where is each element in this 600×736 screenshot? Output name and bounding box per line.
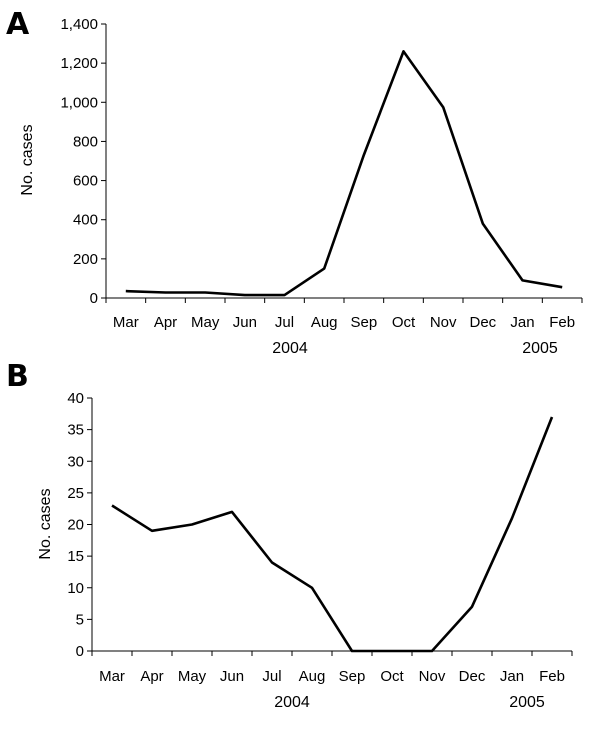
panel-b-y-tick-label: 30 <box>67 453 84 470</box>
panel-b-x-tick-label: Jan <box>500 668 524 685</box>
panel-a-chart: A No. cases 0 200 400 600 800 1,000 1,200 1,400… <box>6 7 583 357</box>
panel-a-y-axis-title: No. cases <box>19 124 36 195</box>
panel-b-x-tick-label: May <box>178 668 207 685</box>
panel-a-y-tick-label: 1,200 <box>60 55 98 72</box>
panel-b-y-tick-label: 40 <box>67 390 84 407</box>
panel-b-y-axis-title: No. cases <box>37 488 54 559</box>
panel-b-x-tick-label: Jun <box>220 668 244 685</box>
panel-b-y-tick-label: 20 <box>67 517 84 534</box>
panel-b-y-tick-label: 15 <box>67 548 84 565</box>
panel-b-x-tick-label: Sep <box>339 668 366 685</box>
panel-a-x-tick-label: Oct <box>392 314 416 331</box>
panel-b-y-tick-label: 35 <box>67 422 84 439</box>
panel-b-chart: B No. cases 0 5 10 15 20 25 30 35 40 Mar Apr May Ju… <box>6 359 573 711</box>
panel-a-year-2005: 2005 <box>522 340 558 357</box>
panel-a-x-tick-label: Sep <box>350 314 377 331</box>
panel-a-y-tick-label: 1,000 <box>60 94 98 111</box>
panel-b-x-tick-label: Nov <box>419 668 446 685</box>
panel-a-x-ticks: Mar Apr May Jun Jul Aug Sep Oct Nov Dec Jan Feb <box>105 298 583 331</box>
panel-b-y-tick-label: 0 <box>76 643 84 660</box>
panel-b-x-tick-label: Apr <box>140 668 163 685</box>
panel-b-y-tick-label: 5 <box>76 611 84 628</box>
panel-a-x-tick-label: Jun <box>233 314 257 331</box>
panel-a-x-tick-label: Feb <box>549 314 575 331</box>
panel-a-y-ticks: 0 200 400 600 800 1,000 1,200 1,400 <box>60 16 106 307</box>
panel-a-y-tick-label: 400 <box>73 212 98 229</box>
panel-a-x-tick-label: Jan <box>510 314 534 331</box>
panel-a-y-tick-label: 600 <box>73 173 98 190</box>
panel-a-y-tick-label: 200 <box>73 251 98 268</box>
panel-a-x-tick-label: Dec <box>469 314 496 331</box>
panel-b-year-2005: 2005 <box>509 694 545 711</box>
panel-b-x-tick-label: Jul <box>262 668 281 685</box>
panel-a-x-tick-label: Nov <box>430 314 457 331</box>
panel-b-x-tick-label: Mar <box>99 668 125 685</box>
panel-a-series-line <box>125 50 563 297</box>
panel-a-y-tick-label: 1,400 <box>60 16 98 33</box>
panel-b-y-tick-label: 25 <box>67 485 84 502</box>
panel-b-y-ticks: 0 5 10 15 20 25 30 35 40 <box>67 390 92 660</box>
panel-a-year-2004: 2004 <box>272 340 308 357</box>
panel-b-x-tick-label: Oct <box>380 668 404 685</box>
panel-b-year-2004: 2004 <box>274 694 310 711</box>
panel-b-x-ticks: Mar Apr May Jun Jul Aug Sep Oct Nov Dec Jan Feb <box>91 651 573 685</box>
panel-a-x-tick-label: Mar <box>113 314 139 331</box>
panel-a-x-tick-label: Apr <box>154 314 177 331</box>
panel-a-y-tick-label: 800 <box>73 133 98 150</box>
panel-b-y-tick-label: 10 <box>67 580 84 597</box>
panel-b-x-tick-label: Feb <box>539 668 565 685</box>
panel-b-label: B <box>6 359 29 394</box>
panel-a-x-tick-label: Aug <box>311 314 338 331</box>
panel-a-y-tick-label: 0 <box>90 290 98 307</box>
panel-a-x-tick-label: May <box>191 314 220 331</box>
panel-b-series-line <box>111 416 554 653</box>
panel-b-x-tick-label: Aug <box>299 668 326 685</box>
panel-a-x-tick-label: Jul <box>275 314 294 331</box>
panel-a-label: A <box>6 7 30 42</box>
panel-b-x-tick-label: Dec <box>459 668 486 685</box>
